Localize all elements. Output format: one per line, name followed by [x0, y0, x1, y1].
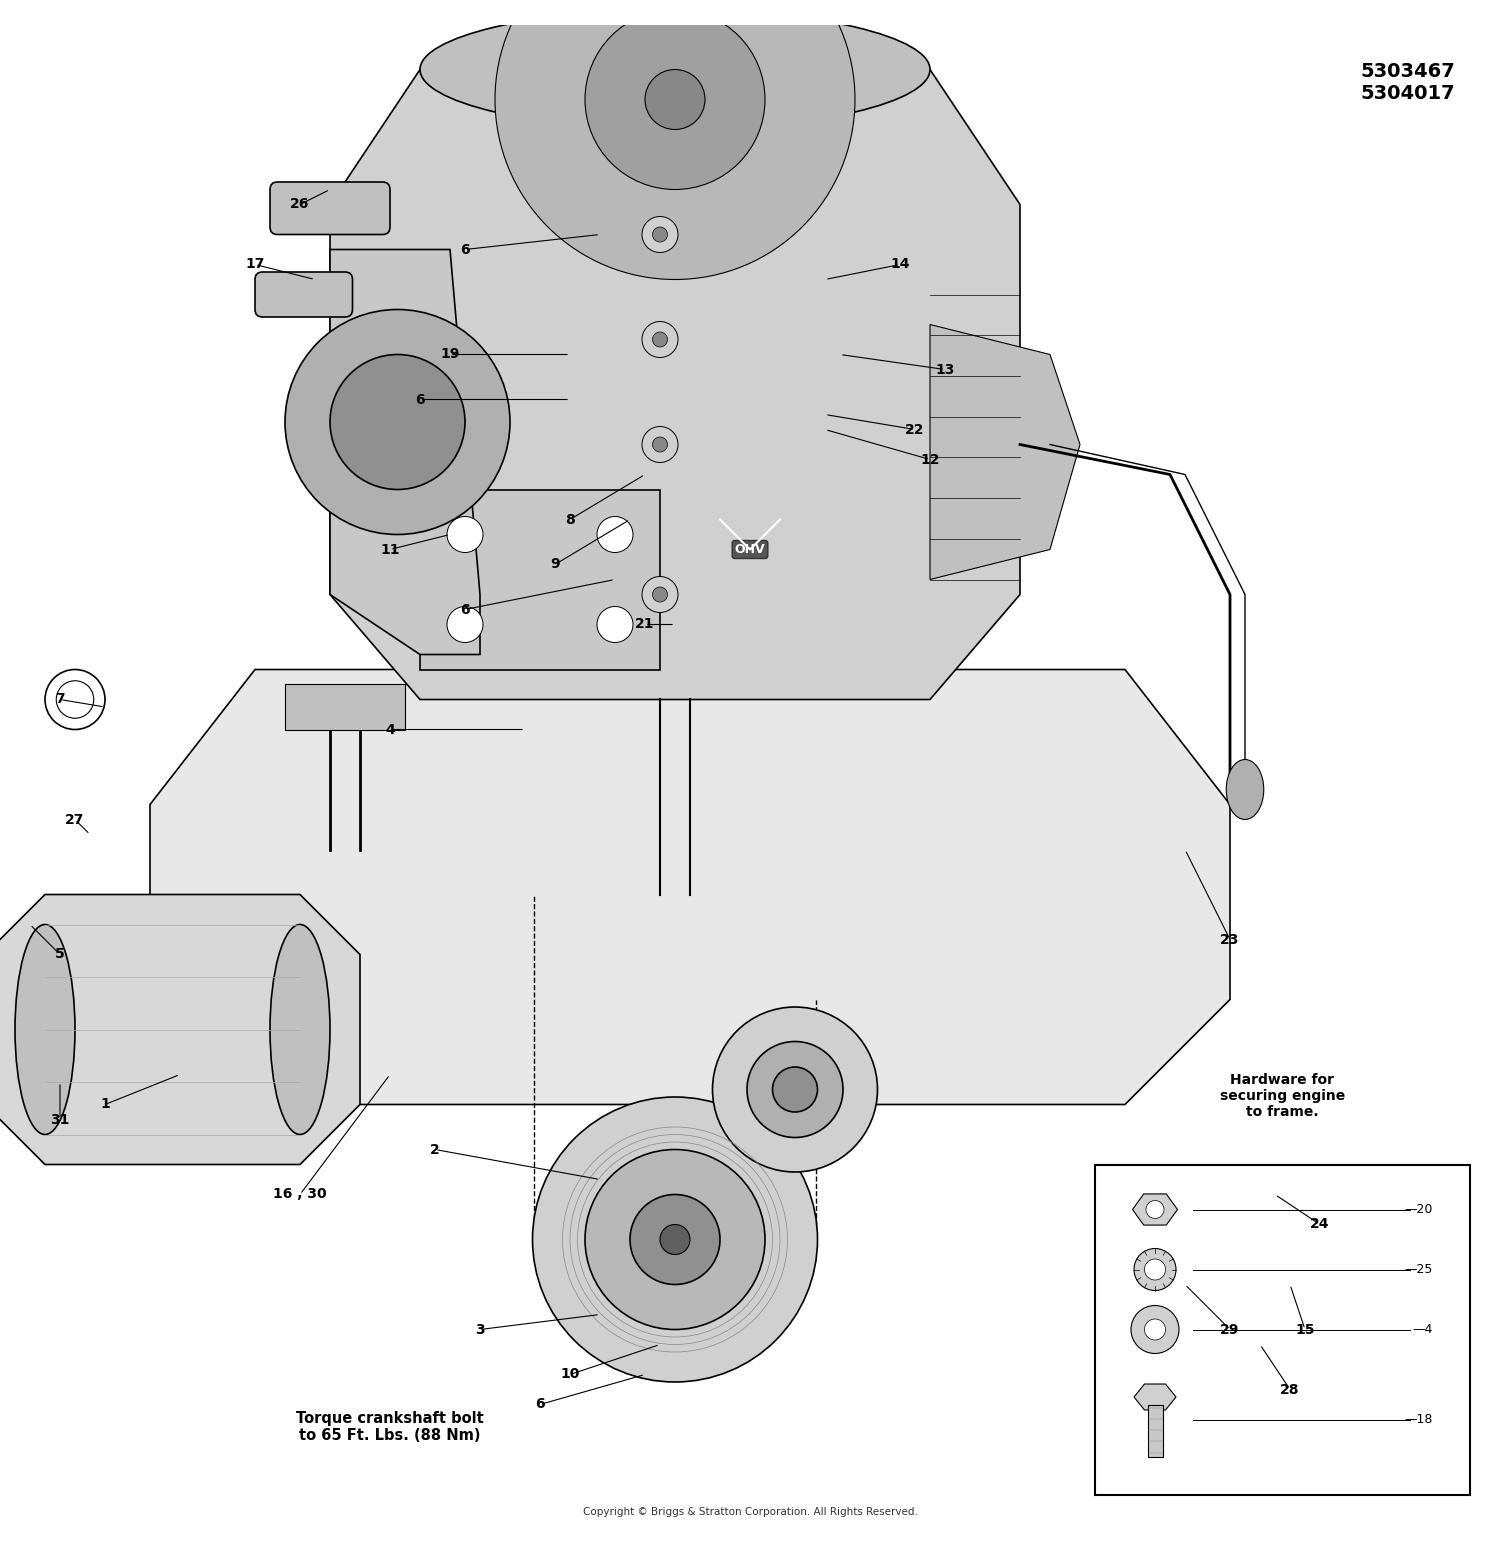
Circle shape	[1134, 1248, 1176, 1290]
Text: —20: —20	[1404, 1204, 1432, 1216]
Polygon shape	[1132, 1194, 1178, 1225]
Text: 9: 9	[550, 558, 560, 572]
Text: 1: 1	[100, 1098, 109, 1112]
Text: —4: —4	[1412, 1323, 1432, 1335]
Text: 26: 26	[291, 198, 309, 212]
Text: 6: 6	[536, 1397, 544, 1411]
Bar	[1148, 1405, 1162, 1458]
Circle shape	[747, 1041, 843, 1137]
FancyBboxPatch shape	[270, 181, 390, 234]
Text: 8: 8	[566, 513, 574, 527]
Circle shape	[597, 516, 633, 553]
Text: 24: 24	[1311, 1218, 1329, 1231]
Polygon shape	[285, 685, 405, 730]
Text: OHV: OHV	[735, 544, 765, 556]
Circle shape	[642, 217, 678, 252]
Text: 31: 31	[51, 1112, 69, 1126]
Text: 10: 10	[561, 1368, 579, 1382]
Text: Torque crankshaft bolt
to 65 Ft. Lbs. (88 Nm): Torque crankshaft bolt to 65 Ft. Lbs. (8…	[296, 1411, 484, 1444]
Text: 5: 5	[56, 948, 64, 962]
Circle shape	[1144, 1320, 1166, 1340]
Text: 14: 14	[891, 257, 909, 271]
Text: 23: 23	[1221, 932, 1239, 946]
Circle shape	[642, 576, 678, 612]
Circle shape	[1146, 1200, 1164, 1219]
Circle shape	[285, 310, 510, 534]
Text: 16 , 30: 16 , 30	[273, 1188, 327, 1202]
Text: 22: 22	[904, 423, 924, 437]
Text: 28: 28	[1280, 1383, 1299, 1397]
Circle shape	[660, 1225, 690, 1255]
Circle shape	[652, 437, 668, 452]
Text: 11: 11	[381, 542, 399, 556]
Polygon shape	[930, 324, 1080, 579]
Text: —25: —25	[1404, 1262, 1432, 1276]
Circle shape	[652, 331, 668, 347]
Polygon shape	[0, 894, 360, 1165]
FancyBboxPatch shape	[255, 273, 352, 318]
Circle shape	[630, 1194, 720, 1284]
Circle shape	[597, 607, 633, 643]
Polygon shape	[330, 249, 480, 655]
Ellipse shape	[420, 9, 930, 130]
Circle shape	[642, 322, 678, 358]
Text: Copyright © Briggs & Stratton Corporation. All Rights Reserved.: Copyright © Briggs & Stratton Corporatio…	[582, 1507, 918, 1516]
Circle shape	[585, 1149, 765, 1329]
Circle shape	[645, 70, 705, 130]
Circle shape	[652, 587, 668, 603]
Text: 7: 7	[56, 692, 64, 706]
Text: 12: 12	[920, 452, 939, 466]
Circle shape	[447, 607, 483, 643]
Text: 19: 19	[441, 347, 459, 361]
Polygon shape	[1134, 1383, 1176, 1410]
Circle shape	[532, 1097, 818, 1382]
Circle shape	[652, 228, 668, 242]
Ellipse shape	[15, 925, 75, 1134]
Text: 5303467
5304017: 5303467 5304017	[1360, 62, 1455, 102]
Circle shape	[712, 1007, 878, 1173]
Text: 21: 21	[636, 618, 654, 632]
Text: 4: 4	[386, 722, 394, 736]
Polygon shape	[150, 669, 1230, 1104]
Text: 29: 29	[1221, 1323, 1239, 1337]
Text: 6: 6	[460, 603, 470, 617]
Circle shape	[585, 9, 765, 189]
Text: 6: 6	[460, 243, 470, 257]
Text: 13: 13	[936, 362, 954, 376]
Circle shape	[642, 426, 678, 463]
Text: 6: 6	[416, 392, 424, 406]
Ellipse shape	[270, 925, 330, 1134]
Circle shape	[495, 0, 855, 279]
Circle shape	[330, 355, 465, 489]
Polygon shape	[420, 489, 660, 669]
Text: 3: 3	[476, 1323, 484, 1337]
Text: 15: 15	[1294, 1323, 1314, 1337]
Circle shape	[1131, 1306, 1179, 1354]
Text: —18: —18	[1404, 1413, 1432, 1427]
Circle shape	[1144, 1259, 1166, 1279]
Text: Hardware for
securing engine
to frame.: Hardware for securing engine to frame.	[1220, 1073, 1346, 1120]
Bar	[1095, 1165, 1470, 1495]
Ellipse shape	[1227, 759, 1263, 819]
Text: 27: 27	[66, 813, 84, 827]
Circle shape	[447, 516, 483, 553]
Circle shape	[772, 1067, 818, 1112]
Text: 2: 2	[430, 1143, 439, 1157]
Polygon shape	[330, 70, 1020, 700]
Text: 17: 17	[246, 257, 264, 271]
